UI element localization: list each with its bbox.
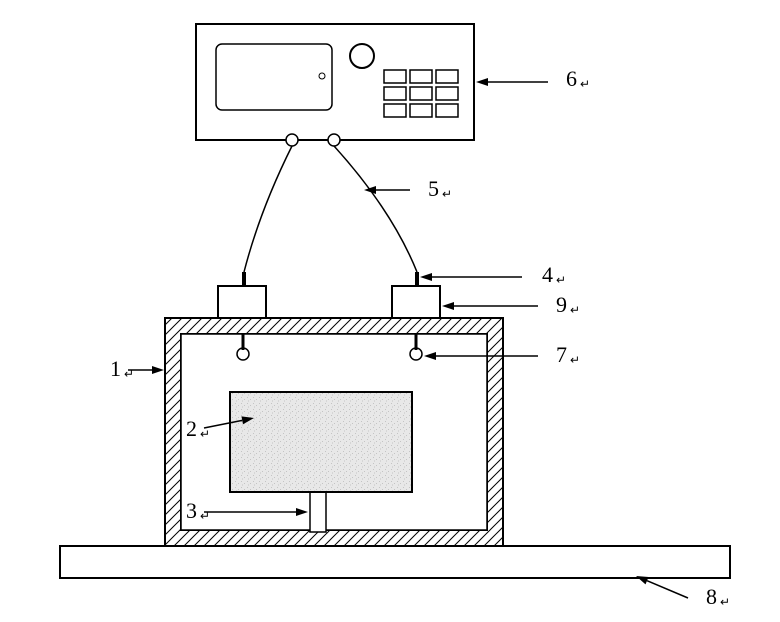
base-plate [60,546,730,578]
wire-1 [334,146,417,272]
controller-display [216,44,332,110]
label-6: 6↵ [566,66,590,91]
keypad-key-0-1 [410,70,432,83]
svg-text:1: 1 [110,356,121,381]
top-pin-1 [415,272,419,286]
svg-text:↵: ↵ [580,77,590,91]
svg-text:6: 6 [566,66,577,91]
keypad-key-1-1 [410,87,432,100]
keypad-key-1-2 [436,87,458,100]
svg-text:4: 4 [542,262,553,287]
keypad-key-0-2 [436,70,458,83]
label-7: 7↵ [556,342,580,367]
svg-text:↵: ↵ [570,303,580,317]
svg-text:↵: ↵ [442,187,452,201]
keypad-key-2-0 [384,104,406,117]
top-pin-0 [242,272,246,286]
controller-port-1 [328,134,340,146]
svg-text:7: 7 [556,342,567,367]
keypad-key-2-1 [410,104,432,117]
controller-dial [350,44,374,68]
svg-text:↵: ↵ [200,427,210,441]
wire-0 [244,146,292,272]
top-block-0 [218,286,266,318]
label-9: 9↵ [556,292,580,317]
svg-text:9: 9 [556,292,567,317]
svg-text:↵: ↵ [570,353,580,367]
svg-text:8: 8 [706,584,717,609]
svg-text:↵: ↵ [124,367,134,381]
sample-block [230,392,412,492]
controller-port-0 [286,134,298,146]
top-block-1 [392,286,440,318]
svg-text:↵: ↵ [200,509,210,523]
label-4: 4↵ [542,262,566,287]
label-1: 1↵ [110,356,134,381]
svg-text:↵: ↵ [720,595,730,609]
svg-text:2: 2 [186,416,197,441]
keypad-key-0-0 [384,70,406,83]
sample-post [310,492,326,532]
label-5: 5↵ [428,176,452,201]
svg-text:3: 3 [186,498,197,523]
keypad-key-2-2 [436,104,458,117]
label-8: 8↵ [706,584,730,609]
svg-text:↵: ↵ [556,273,566,287]
keypad-key-1-0 [384,87,406,100]
svg-text:5: 5 [428,176,439,201]
